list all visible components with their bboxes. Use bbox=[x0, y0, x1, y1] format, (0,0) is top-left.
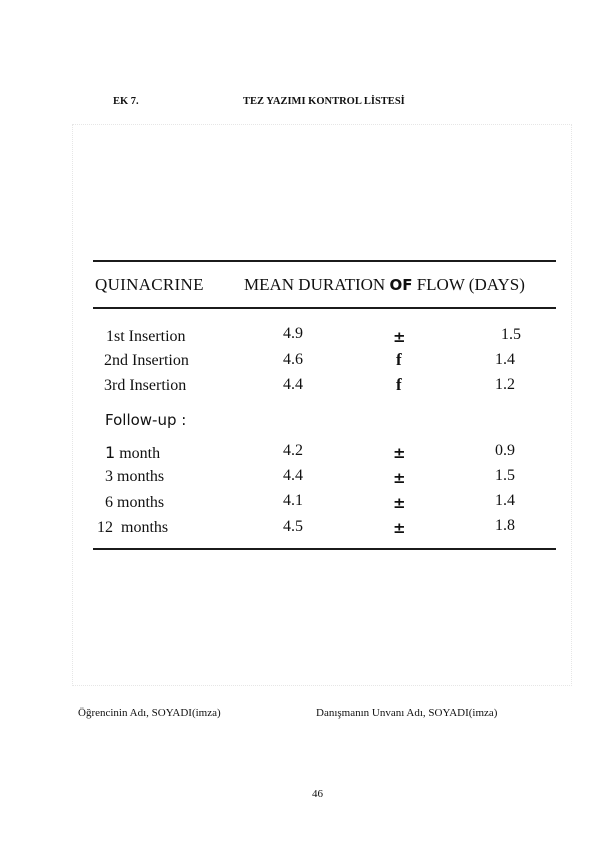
row-mean-3-months: 4.4 bbox=[283, 467, 303, 484]
row-mean-6-months: 4.1 bbox=[283, 492, 303, 509]
row-label-number: 6 bbox=[105, 494, 113, 511]
plus-minus-sign: ± bbox=[393, 328, 406, 346]
row-sd-1st-insertion: 1.5 bbox=[501, 326, 521, 343]
row-sd-1-month: 0.9 bbox=[495, 442, 515, 459]
plus-minus-sign-ocr: f bbox=[396, 350, 402, 369]
plus-minus-sign-ocr: f bbox=[396, 375, 402, 394]
table-bottom-rule bbox=[93, 548, 556, 550]
row-sd-12-months: 1.8 bbox=[495, 517, 515, 534]
appendix-label: EK 7. bbox=[113, 96, 139, 107]
row-mean-3rd-insertion: 4.4 bbox=[283, 376, 303, 393]
row-mean-1st-insertion: 4.9 bbox=[283, 325, 303, 342]
row-label-3rd-insertion: 3rd Insertion bbox=[104, 377, 187, 394]
table-header-rule bbox=[93, 307, 556, 309]
table-top-rule bbox=[93, 260, 556, 262]
row-label-unit: month bbox=[119, 445, 161, 462]
advisor-signature-label: Danışmanın Unvanı Adı, SOYADI(imza) bbox=[316, 707, 498, 719]
page-number: 46 bbox=[312, 788, 323, 800]
column-header-of: OF bbox=[389, 276, 413, 294]
column-header-mean-part1: MEAN DURATION bbox=[244, 275, 386, 294]
row-label-1-month: 1 month bbox=[105, 443, 160, 463]
scanned-figure-frame bbox=[72, 124, 572, 686]
row-label-6-months: 6 months bbox=[105, 494, 164, 512]
row-label-12-months: 12 months bbox=[97, 519, 168, 537]
plus-minus-sign: ± bbox=[393, 494, 406, 512]
follow-up-label: Follow-up : bbox=[105, 411, 187, 429]
page-title: TEZ YAZIMI KONTROL LİSTESİ bbox=[243, 96, 405, 107]
row-label-number: 1 bbox=[105, 443, 116, 462]
row-sd-3rd-insertion: 1.2 bbox=[495, 376, 515, 393]
row-sd-6-months: 1.4 bbox=[495, 492, 515, 509]
row-sd-2nd-insertion: 1.4 bbox=[495, 351, 515, 368]
row-mean-1-month: 4.2 bbox=[283, 442, 303, 459]
row-label-3-months: 3 months bbox=[105, 468, 164, 486]
column-header-quinacrine: QUINACRINE bbox=[95, 275, 204, 294]
row-label-1st-insertion: 1st Insertion bbox=[106, 328, 186, 345]
row-label-2nd-insertion: 2nd Insertion bbox=[104, 352, 189, 369]
row-label-unit: months bbox=[117, 468, 165, 485]
student-signature-label: Öğrencinin Adı, SOYADI(imza) bbox=[78, 707, 221, 719]
row-label-number: 3 bbox=[105, 468, 113, 485]
row-label-unit: months bbox=[117, 494, 165, 511]
plus-minus-sign: ± bbox=[393, 519, 406, 537]
plus-minus-sign: ± bbox=[393, 469, 406, 487]
row-label-unit: months bbox=[121, 519, 169, 536]
plus-minus-sign: ± bbox=[393, 444, 406, 462]
column-header-mean-duration: MEAN DURATION OF FLOW (DAYS) bbox=[244, 275, 525, 295]
row-mean-12-months: 4.5 bbox=[283, 518, 303, 535]
row-label-number: 12 bbox=[97, 519, 113, 536]
row-mean-2nd-insertion: 4.6 bbox=[283, 351, 303, 368]
row-sd-3-months: 1.5 bbox=[495, 467, 515, 484]
column-header-mean-part2: FLOW (DAYS) bbox=[416, 275, 525, 294]
